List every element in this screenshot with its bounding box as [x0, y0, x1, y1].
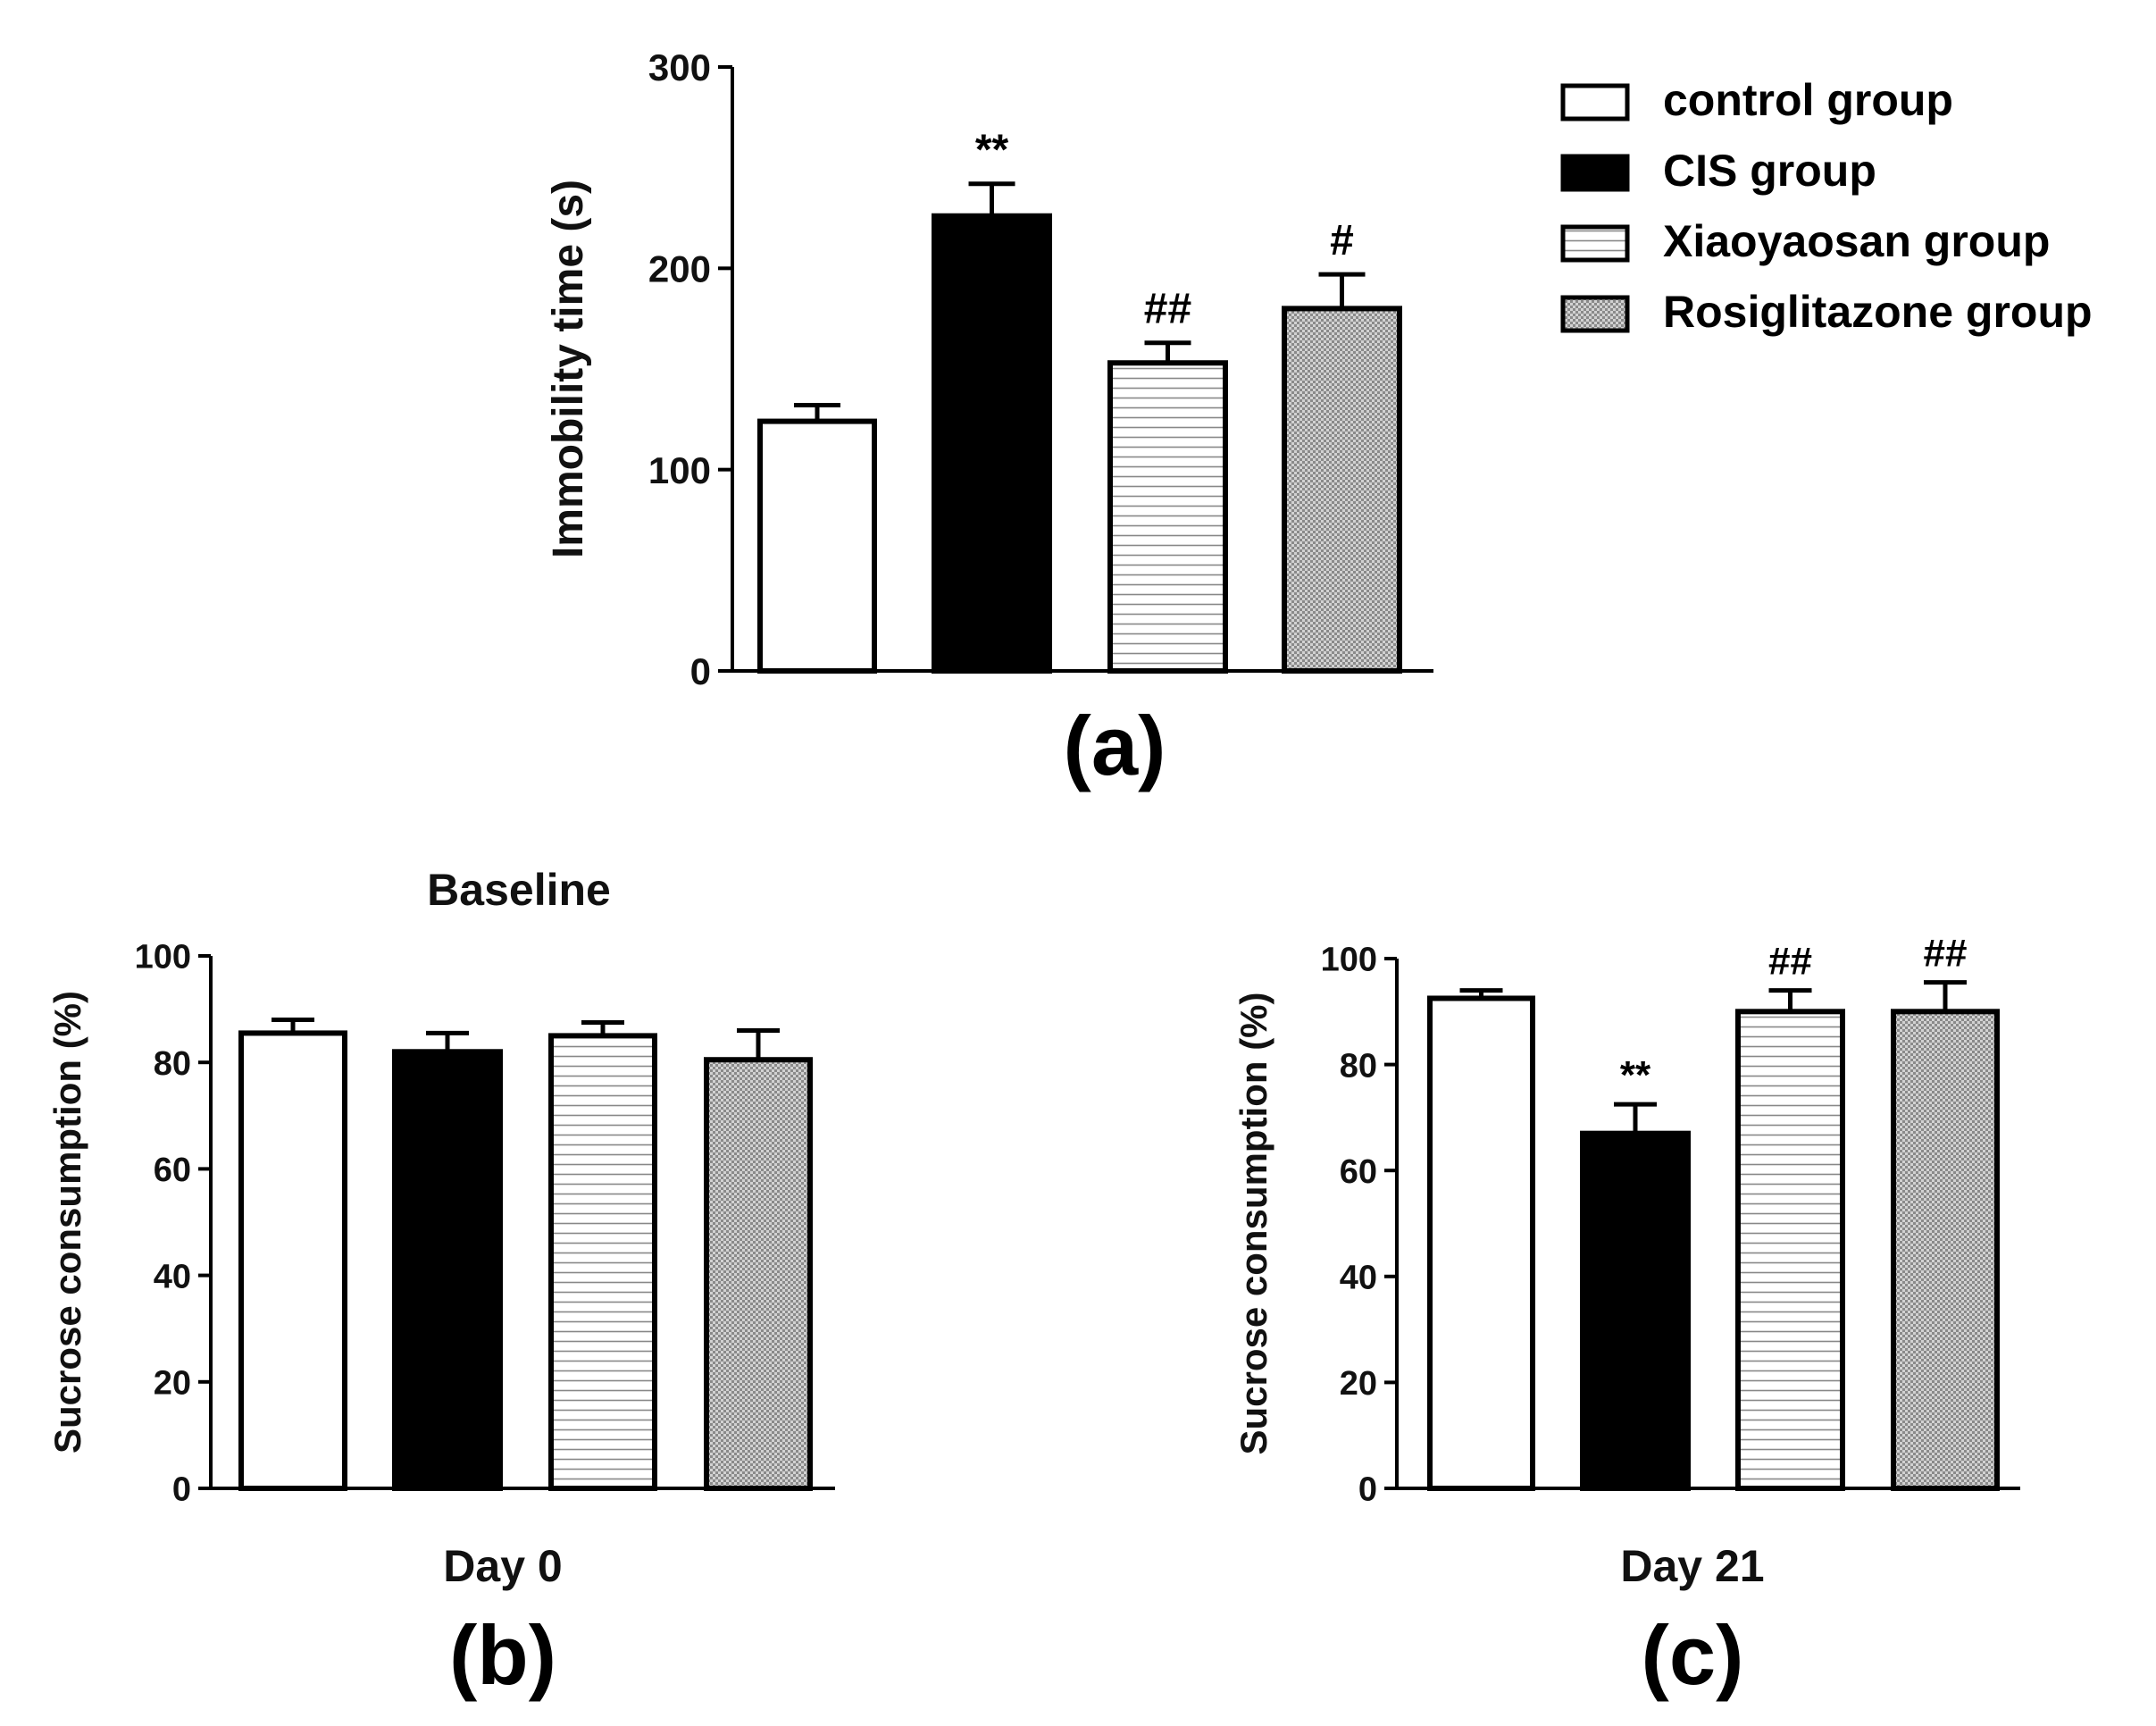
legend-label-xiao: Xiaoyaosan group [1663, 216, 2050, 266]
bar-control [757, 418, 877, 674]
panel-b-xlabel: Day 0 [443, 1541, 562, 1591]
panel-b-label: (b) [449, 1608, 556, 1702]
y-tick-label: 80 [154, 1045, 191, 1083]
panel-c-xlabel: Day 21 [1620, 1541, 1764, 1591]
legend: control group CIS group Xiaoyaosan group Ro… [1560, 75, 2093, 337]
bar-rosi [1282, 306, 1402, 674]
y-tick-label: 60 [1340, 1153, 1377, 1191]
legend-swatch-control [1560, 83, 1630, 121]
bar-rosi [704, 1057, 813, 1491]
panel-c-day21-chart: 0 20 40 60 80 100 Sucrose consumption (%) ** ## #… [1233, 932, 2020, 1509]
significance-mark-cis: ** [975, 127, 1009, 174]
y-tick-label: 100 [648, 449, 711, 491]
y-tick-label: 40 [1340, 1259, 1377, 1296]
panel-b-title: Baseline [427, 865, 611, 915]
y-tick-label: 80 [1340, 1047, 1377, 1085]
legend-label-rosi: Rosiglitazone group [1663, 287, 2093, 337]
y-tick-label: 300 [648, 46, 711, 88]
y-tick-label: 20 [154, 1364, 191, 1402]
y-axis-title: Sucrose consumption (%) [1233, 992, 1274, 1454]
bar-xiao [548, 1033, 657, 1492]
y-axis-title: Sucrose consumption (%) [46, 991, 88, 1454]
y-tick-label: 40 [154, 1258, 191, 1295]
y-tick-label: 60 [154, 1152, 191, 1189]
y-tick-label: 200 [648, 247, 711, 289]
bar-cis [1580, 1130, 1691, 1491]
significance-mark-rosi: # [1330, 217, 1354, 264]
legend-swatch-rosi [1560, 295, 1630, 333]
legend-swatch-xiao [1560, 224, 1630, 263]
bar-rosi [1891, 1009, 2000, 1492]
panel-c-label: (c) [1642, 1608, 1744, 1702]
significance-mark-cis: ** [1620, 1053, 1651, 1097]
panel-b-baseline-chart: 0 20 40 60 80 100 Sucrose consumption (%) [46, 939, 835, 1509]
bar-control [1427, 995, 1535, 1491]
significance-mark-xiao: ## [1144, 286, 1191, 333]
legend-label-cis: CIS group [1663, 146, 1876, 196]
significance-mark-rosi: ## [1924, 932, 1968, 976]
y-tick-label: 0 [1358, 1471, 1377, 1509]
bar-cis [392, 1049, 503, 1492]
bar-xiao [1735, 1009, 1845, 1492]
bar-cis [932, 213, 1052, 674]
panel-a-label: (a) [1064, 699, 1166, 792]
y-axis-title: Immobility time (s) [545, 180, 592, 558]
legend-swatch-cis [1560, 154, 1630, 192]
y-tick-label: 0 [172, 1471, 191, 1509]
bar-control [238, 1030, 347, 1492]
y-tick-label: 0 [690, 650, 711, 692]
bar-xiao [1107, 360, 1228, 674]
y-tick-label: 100 [135, 939, 191, 976]
y-tick-label: 20 [1340, 1365, 1377, 1403]
significance-mark-xiao: ## [1768, 940, 1812, 984]
legend-label-control: control group [1663, 75, 1953, 125]
y-tick-label: 100 [1321, 942, 1377, 979]
